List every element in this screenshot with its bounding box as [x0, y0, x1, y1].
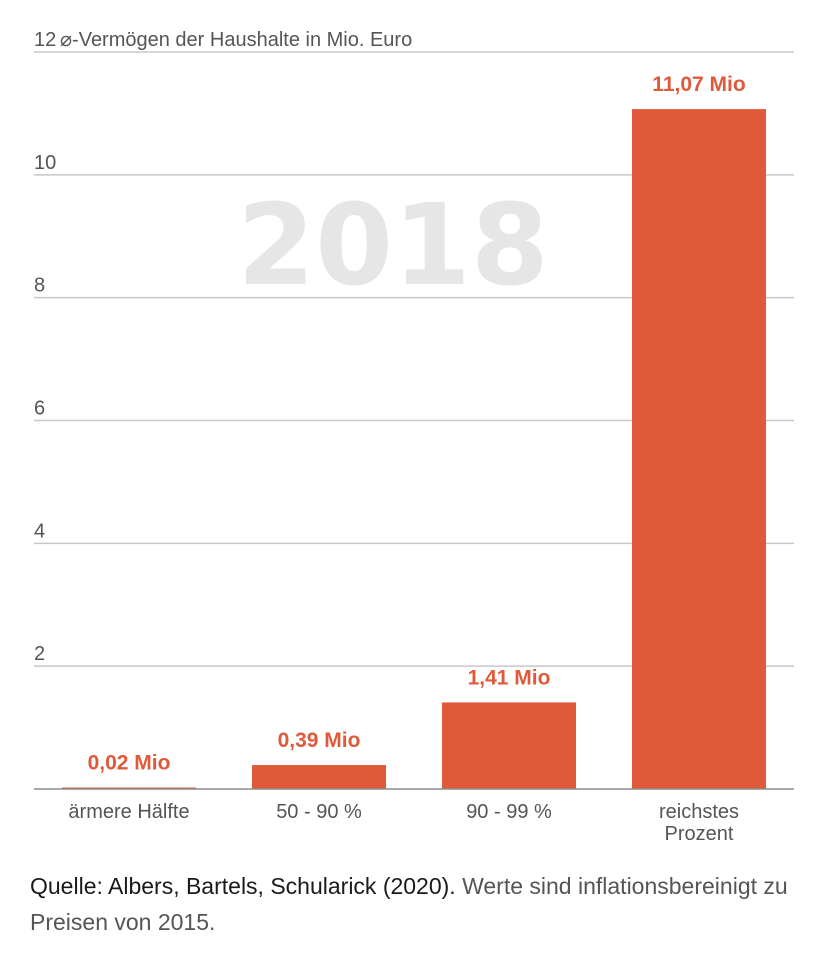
- y-axis-ticks: 2 4 6 8 10 12 ⌀-Vermögen der Haushalte in Mio.…: [34, 29, 412, 665]
- footnote: Quelle: Albers, Bartels, Schularick (202…: [30, 868, 810, 940]
- category-labels: ärmere Hälfte 50 - 90 % 90 - 99 % reichstes…: [68, 801, 739, 845]
- bars: [62, 109, 766, 790]
- y-tick-label: 12: [34, 29, 56, 51]
- footnote-source: Quelle: Albers, Bartels, Schularick (202…: [30, 873, 456, 899]
- category-label: ärmere Hälfte: [68, 801, 189, 823]
- y-axis-title: ⌀-Vermögen der Haushalte in Mio. Euro: [60, 29, 412, 51]
- footnote-note: Werte sind inflationsbereinigt zu Preise…: [30, 873, 788, 935]
- year-watermark: 2018: [237, 181, 549, 311]
- bar: [252, 765, 386, 789]
- value-labels: 0,02 Mio 0,39 Mio 1,41 Mio 11,07 Mio: [88, 73, 746, 774]
- y-tick-label: 10: [34, 152, 56, 174]
- category-label: 50 - 90 %: [276, 801, 362, 823]
- y-tick-label: 6: [34, 398, 45, 420]
- y-tick-label: 8: [34, 275, 45, 297]
- bar-value-label: 0,02 Mio: [88, 752, 171, 775]
- category-label: 90 - 99 %: [466, 801, 552, 823]
- y-tick-label: 4: [34, 520, 45, 542]
- y-tick-label: 2: [34, 643, 45, 665]
- bar-value-label: 11,07 Mio: [652, 73, 745, 96]
- bar-value-label: 0,39 Mio: [278, 729, 361, 752]
- category-label: Prozent: [665, 823, 734, 845]
- bar-value-label: 1,41 Mio: [468, 666, 551, 689]
- bar: [442, 702, 576, 789]
- wealth-bar-chart: 2018 2 4 6 8 10 12 ⌀-Vermögen der Haushalte in…: [34, 29, 794, 845]
- bar: [632, 109, 766, 790]
- category-label: reichstes: [659, 801, 739, 823]
